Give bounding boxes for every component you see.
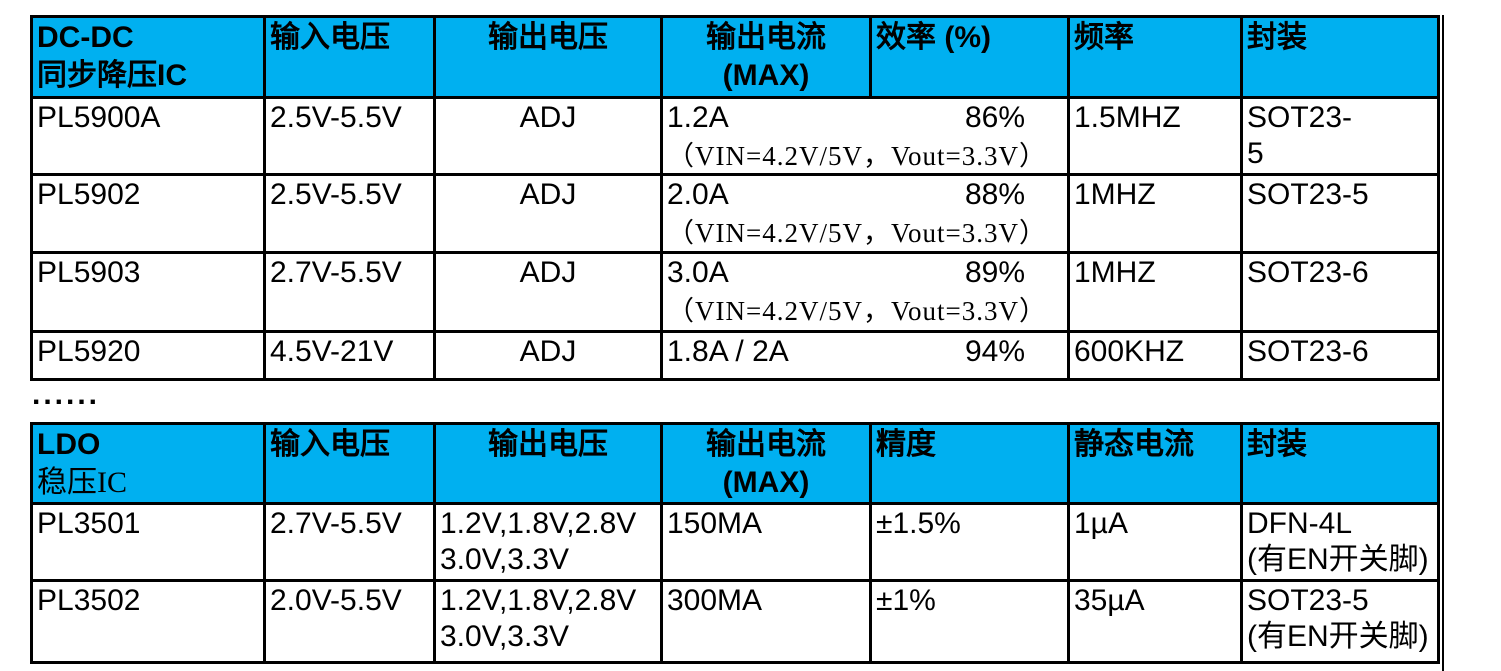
current-efficiency-line: 1.2A 86% [667,101,1066,136]
cell-input-voltage: 2.7V-5.5V [263,250,436,333]
table-row: PL5920 4.5V-21V ADJ 1.8A / 2A 94% 600KHZ… [30,329,1440,381]
cell-output-voltage: ADJ [433,95,663,177]
test-condition: （VIN=4.2V/5V，Vout=3.3V） [667,295,1047,326]
cell-current-efficiency: 3.0A 89% （VIN=4.2V/5V，Vout=3.3V） [660,250,1070,333]
cell-frequency: 1.5MHZ [1067,95,1243,177]
cell-output-voltage: ADJ [433,329,663,381]
cell-input-voltage: 2.0V-5.5V [263,579,436,664]
current-efficiency-line: 1.8A / 2A 94% [667,334,1066,370]
efficiency-value: 94% [964,334,1025,368]
header-cell-quiescent-current: 静态电流 [1067,422,1243,505]
table-row: PL5903 2.7V-5.5V ADJ 3.0A 89% （VIN=4.2V/… [30,250,1440,333]
cell-quiescent-current: 35µA [1067,579,1243,664]
cell-part-number: PL5920 [30,329,266,381]
test-condition: （VIN=4.2V/5V，Vout=3.3V） [667,218,1047,249]
continuation-ellipsis: ...... [32,378,101,411]
cell-input-voltage: 4.5V-21V [263,329,436,381]
efficiency-value: 86% [964,101,1025,134]
header-cell-dcdc-product: DC-DC 同步降压IC [30,15,266,99]
cell-output-voltage: 1.2V,1.8V,2.8V 3.0V,3.3V [433,502,663,582]
efficiency-value: 88% [964,178,1025,212]
cell-accuracy: ±1% [869,579,1070,664]
ldo-table: LDO 稳压IC 输入电压 输出电压 输出电流 (MAX) 精度 静态电流 封装… [30,422,1440,664]
dcdc-header-row: DC-DC 同步降压IC 输入电压 输出电压 输出电流 (MAX) 效率 (%)… [30,15,1440,99]
table-row: PL3502 2.0V-5.5V 1.2V,1.8V,2.8V 3.0V,3.3… [30,579,1440,664]
output-current-value: 1.2A [667,101,729,134]
cell-output-voltage: 1.2V,1.8V,2.8V 3.0V,3.3V [433,579,663,664]
output-current-label: 输出电流 [706,428,826,461]
header-cell-accuracy: 精度 [869,422,1070,505]
header-cell-frequency: 频率 [1067,15,1243,99]
cell-output-current: 150MA [660,502,872,582]
header-cell-output-voltage: 输出电压 [433,15,663,99]
dcdc-title-line2: 同步降压IC [37,58,187,92]
cell-output-voltage: ADJ [433,250,663,333]
dcdc-table: DC-DC 同步降压IC 输入电压 输出电压 输出电流 (MAX) 效率 (%)… [30,15,1440,381]
cell-current-efficiency: 1.2A 86% （VIN=4.2V/5V，Vout=3.3V） [660,95,1070,177]
header-cell-input-voltage: 输入电压 [263,422,436,505]
cell-input-voltage: 2.5V-5.5V [263,95,436,177]
output-current-value: 3.0A [667,255,729,289]
table-row: PL3501 2.7V-5.5V 1.2V,1.8V,2.8V 3.0V,3.3… [30,502,1440,582]
header-cell-package: 封装 [1240,15,1440,99]
ldo-header-row: LDO 稳压IC 输入电压 输出电压 输出电流 (MAX) 精度 静态电流 封装 [30,422,1440,505]
current-efficiency-line: 3.0A 89% [667,255,1066,291]
cell-input-voltage: 2.7V-5.5V [263,502,436,582]
cell-part-number: PL3501 [30,502,266,582]
cell-output-voltage: ADJ [433,173,663,254]
cell-input-voltage: 2.5V-5.5V [263,173,436,254]
cell-package: SOT23-5 (有EN开关脚) [1240,579,1440,664]
output-current-value: 1.8A / 2A [667,334,789,368]
right-edge-rule [1442,15,1444,671]
cell-package: SOT23-6 [1240,329,1440,381]
cell-frequency: 1MHZ [1067,173,1243,254]
cell-accuracy: ±1.5% [869,502,1070,582]
cell-package: SOT23-6 [1240,250,1440,333]
table-row: PL5900A 2.5V-5.5V ADJ 1.2A 86% （VIN=4.2V… [30,95,1440,177]
header-cell-output-current: 输出电流 (MAX) [660,422,872,505]
header-cell-input-voltage: 输入电压 [263,15,436,99]
ldo-title-line1: LDO [37,428,101,461]
header-cell-ldo-product: LDO 稳压IC [30,422,266,505]
cell-frequency: 1MHZ [1067,250,1243,333]
cell-package: DFN-4L (有EN开关脚) [1240,502,1440,582]
cell-frequency: 600KHZ [1067,329,1243,381]
cell-current-efficiency: 2.0A 88% （VIN=4.2V/5V，Vout=3.3V） [660,173,1070,254]
dcdc-title-line1: DC-DC [37,21,134,54]
table-row: PL5902 2.5V-5.5V ADJ 2.0A 88% （VIN=4.2V/… [30,173,1440,254]
output-current-value: 2.0A [667,178,729,212]
cell-output-current: 300MA [660,579,872,664]
cell-package: SOT23-5 [1240,173,1440,254]
output-current-max-label: (MAX) [722,58,810,92]
cell-part-number: PL3502 [30,579,266,664]
header-cell-package: 封装 [1240,422,1440,505]
cell-package: SOT23- 5 [1240,95,1440,177]
cell-current-efficiency: 1.8A / 2A 94% [660,329,1070,381]
output-current-label: 输出电流 [706,21,826,54]
current-efficiency-line: 2.0A 88% [667,178,1066,213]
cell-part-number: PL5902 [30,173,266,254]
test-condition: （VIN=4.2V/5V，Vout=3.3V） [667,141,1047,171]
header-cell-efficiency: 效率 (%) [869,15,1070,99]
header-cell-output-current: 输出电流 (MAX) [660,15,872,99]
cell-part-number: PL5900A [30,95,266,177]
cell-quiescent-current: 1µA [1067,502,1243,582]
header-cell-output-voltage: 输出电压 [433,422,663,505]
ldo-title-line2: 稳压IC [37,465,127,499]
output-current-max-label: (MAX) [722,465,810,499]
efficiency-value: 89% [964,255,1025,289]
cell-part-number: PL5903 [30,250,266,333]
